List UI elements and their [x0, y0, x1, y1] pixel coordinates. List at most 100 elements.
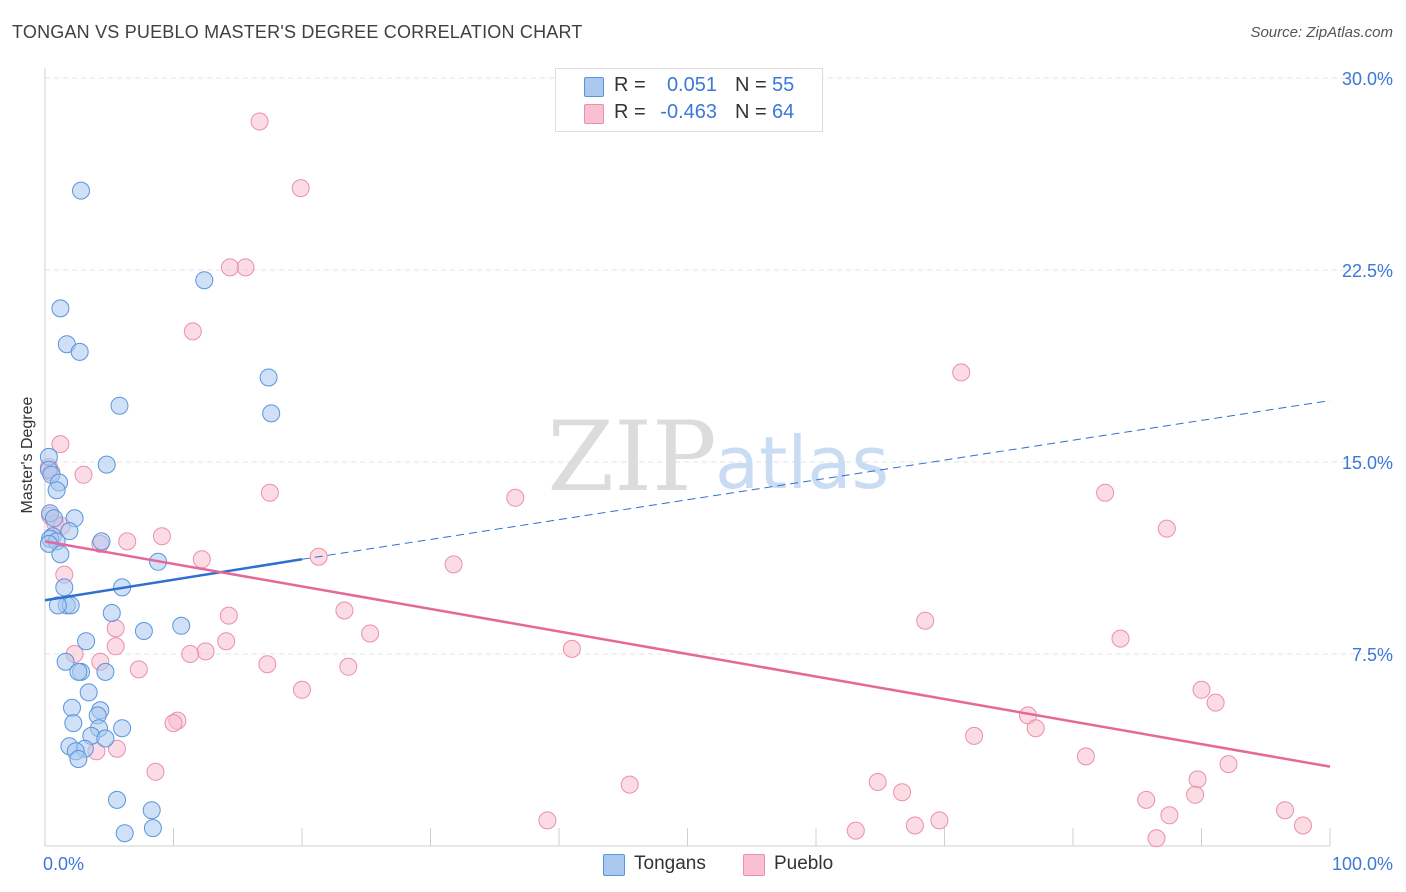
pueblo-point: [1186, 785, 1205, 804]
y-tick-label: 22.5%: [1342, 261, 1393, 281]
trend-layer: [44, 400, 1331, 768]
tongans-point: [55, 578, 74, 597]
tongans-point: [143, 819, 162, 838]
pueblo-point: [1137, 790, 1156, 809]
x-tick-label: 100.0%: [1332, 854, 1393, 874]
pueblo-point: [196, 642, 215, 661]
pueblo-point: [293, 680, 311, 699]
pueblo-point: [1096, 483, 1115, 502]
tongans-point: [108, 790, 126, 809]
tongans-point: [77, 632, 96, 651]
pueblo-point: [250, 112, 269, 131]
pueblo-point: [108, 739, 126, 758]
tongans-point: [96, 662, 115, 681]
pueblo-point: [221, 258, 239, 277]
pueblo-point: [1076, 747, 1095, 766]
pueblo-point: [1276, 801, 1294, 820]
points-layer: [39, 112, 1312, 848]
stats-box: R = 0.051 N = 55 R = -0.463 N = 64: [555, 68, 823, 132]
tongans-point: [115, 824, 134, 843]
pueblo-point: [236, 258, 255, 277]
stats-row-tongans: R = 0.051 N = 55: [556, 74, 822, 100]
pueblo-point: [444, 555, 463, 574]
tongans-point: [262, 404, 281, 423]
tongans-point: [97, 455, 116, 474]
r-value: -0.463: [660, 101, 717, 123]
tongans-point: [92, 532, 111, 551]
tongans-point: [64, 714, 83, 733]
stats-row-pueblo: R = -0.463 N = 64: [556, 101, 822, 127]
tongans-legend-swatch: [603, 854, 625, 876]
pueblo-point: [1219, 755, 1238, 774]
tongans-point: [142, 801, 161, 820]
pueblo-point: [106, 619, 125, 638]
pueblo-point: [258, 655, 277, 674]
tongans-point: [45, 509, 63, 528]
pueblo-point: [181, 645, 200, 663]
pueblo-point: [1192, 680, 1211, 699]
tongans-point: [113, 719, 132, 738]
tongans-swatch: [584, 77, 604, 97]
tongans-point: [47, 481, 66, 500]
y-tick-label: 30.0%: [1342, 69, 1393, 89]
pueblo-point: [361, 624, 380, 643]
pueblo-point: [74, 465, 93, 484]
pueblo-point: [291, 179, 310, 198]
pueblo-point: [916, 611, 935, 630]
pueblo-point: [164, 714, 183, 733]
x-tick-label: 0.0%: [43, 854, 84, 874]
tongans-point: [72, 181, 90, 200]
pueblo-point: [118, 532, 137, 551]
source-label: Source: ZipAtlas.com: [1250, 24, 1393, 41]
pueblo-trend-line: [44, 540, 1331, 768]
tongans-point: [69, 662, 88, 681]
tongans-point: [70, 342, 89, 361]
tongans-point: [102, 604, 121, 622]
pueblo-point: [339, 657, 358, 676]
pueblo-point: [1206, 693, 1225, 712]
pueblo-point: [219, 606, 238, 625]
n-value: 55: [772, 74, 795, 96]
pueblo-point: [106, 637, 125, 656]
n-value: 64: [772, 101, 795, 123]
pueblo-point: [1188, 770, 1207, 789]
legend-label-tongans: Tongans: [634, 853, 706, 874]
pueblo-legend-swatch: [743, 854, 765, 876]
pueblo-swatch: [584, 104, 604, 124]
pueblo-point: [1160, 806, 1179, 825]
tick-label-layer: 7.5% 15.0% 22.5% 30.0% 0.0% 100.0%: [43, 69, 1393, 874]
y-tick-label: 15.0%: [1342, 453, 1393, 473]
pueblo-point: [146, 762, 165, 781]
watermark: ZIP atlas: [547, 401, 889, 513]
pueblo-point: [1157, 519, 1176, 538]
tongans-point: [110, 396, 129, 415]
pueblo-point: [1147, 829, 1166, 848]
pueblo-point: [1026, 719, 1045, 738]
tongans-point: [51, 299, 70, 318]
pueblo-point: [905, 816, 924, 835]
pueblo-point: [152, 527, 171, 546]
n-label: N =: [735, 101, 767, 123]
tongans-point: [172, 616, 191, 635]
pueblo-point: [846, 821, 865, 840]
y-tick-label: 7.5%: [1352, 645, 1393, 665]
pueblo-point: [217, 632, 236, 651]
tongans-point: [96, 729, 115, 748]
pueblo-point: [506, 488, 525, 507]
tongans-trend-projection: [301, 400, 1331, 560]
tongans-point: [60, 522, 79, 541]
tongans-point: [259, 368, 278, 387]
pueblo-point: [930, 811, 949, 830]
tongans-point: [48, 596, 67, 615]
tongans-point: [56, 652, 75, 671]
tongans-point: [79, 683, 98, 702]
legend: Tongans Pueblo: [0, 852, 1406, 878]
r-label: R =: [614, 74, 646, 96]
n-label: N =: [735, 74, 767, 96]
watermark-atlas: atlas: [715, 421, 889, 505]
r-value: 0.051: [666, 74, 717, 96]
pueblo-point: [562, 639, 581, 658]
chart-title: TONGAN VS PUEBLO MASTER'S DEGREE CORRELA…: [12, 22, 583, 42]
tongans-point: [195, 271, 214, 290]
pueblo-point: [129, 660, 148, 679]
